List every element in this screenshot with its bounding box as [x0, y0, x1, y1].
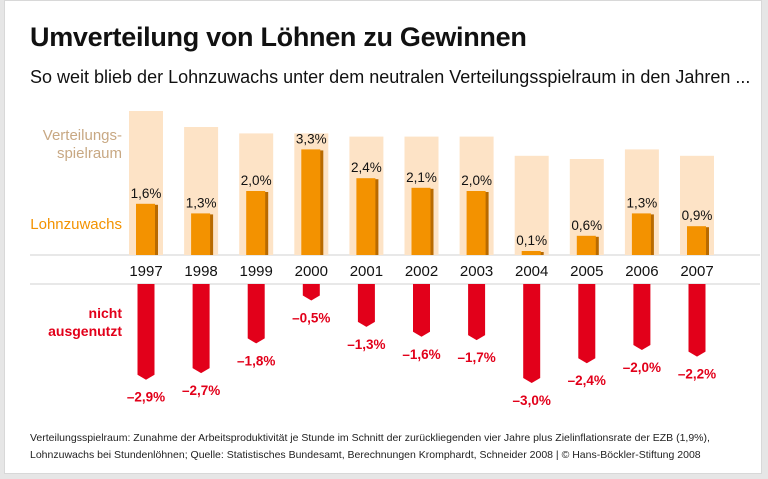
bar-lohnzuwachs	[356, 178, 376, 255]
footer-note: Verteilungsspielraum: Zunahme der Arbeit…	[30, 430, 710, 464]
legend-nicht-line1: nicht	[89, 305, 123, 321]
bar-spielraum	[514, 155, 549, 255]
bar-nicht-ausgenutzt	[302, 284, 320, 301]
chart-title: Umverteilung von Löhnen zu Gewinnen	[30, 22, 527, 52]
label-nicht-ausgenutzt: –2,7%	[182, 383, 220, 398]
label-nicht-ausgenutzt: –1,8%	[237, 353, 275, 368]
tick-label-year: 2004	[515, 263, 548, 280]
bar-nicht-ausgenutzt	[468, 284, 486, 341]
bar-lohnzuwachs	[136, 203, 155, 255]
label-lohnzuwachs: 1,3%	[186, 195, 217, 210]
legend-spielraum-line2: spielraum	[57, 145, 122, 162]
tick-label-year: 1998	[184, 263, 217, 280]
legend-lohnzuwachs: Lohnzuwachs	[30, 216, 122, 233]
tick-label-year: 1997	[129, 263, 162, 280]
label-lohnzuwachs: 0,6%	[571, 218, 602, 233]
legend-nicht-line2: ausgenutzt	[48, 323, 122, 339]
bar-lohnzuwachs	[246, 191, 266, 255]
label-lohnzuwachs: 0,9%	[682, 208, 713, 223]
label-lohnzuwachs: 2,0%	[461, 173, 492, 188]
tick-label-year: 2005	[570, 263, 603, 280]
label-lohnzuwachs: 2,0%	[241, 173, 272, 188]
bar-nicht-ausgenutzt	[413, 284, 430, 337]
tick-label-year: 2001	[350, 263, 383, 280]
footer-line-2: Lohnzuwachs bei Stundenlöhnen; Quelle: S…	[30, 449, 701, 461]
bar-nicht-ausgenutzt	[633, 284, 651, 350]
tick-label-year: 2007	[680, 263, 713, 280]
bar-nicht-ausgenutzt	[523, 284, 541, 383]
label-nicht-ausgenutzt: –1,3%	[347, 337, 385, 352]
bar-nicht-ausgenutzt	[137, 284, 155, 380]
chart-subtitle: So weit blieb der Lohnzuwachs unter dem …	[30, 67, 751, 87]
tick-label-year: 2000	[295, 263, 328, 280]
bar-lohnzuwachs	[411, 187, 431, 255]
label-nicht-ausgenutzt: –3,0%	[513, 393, 551, 408]
label-nicht-ausgenutzt: –1,7%	[457, 350, 495, 365]
label-lohnzuwachs: 3,3%	[296, 131, 327, 146]
tick-label-year: 1999	[240, 263, 273, 280]
label-nicht-ausgenutzt: –2,4%	[568, 373, 606, 388]
bar-nicht-ausgenutzt	[192, 284, 210, 374]
label-lohnzuwachs: 1,3%	[627, 195, 658, 210]
label-lohnzuwachs: 0,1%	[516, 233, 547, 248]
bar-nicht-ausgenutzt	[357, 284, 375, 327]
bar-lohnzuwachs	[687, 226, 706, 255]
bar-lohnzuwachs	[191, 213, 211, 255]
bar-lohnzuwachs	[576, 235, 596, 255]
tick-label-year: 2002	[405, 263, 438, 280]
legend-spielraum-line1: Verteilungs-	[43, 127, 122, 144]
bar-nicht-ausgenutzt	[247, 284, 265, 344]
footer-line-1: Verteilungsspielraum: Zunahme der Arbeit…	[30, 432, 710, 444]
label-nicht-ausgenutzt: –2,9%	[127, 390, 165, 405]
label-nicht-ausgenutzt: –1,6%	[402, 347, 440, 362]
bar-lohnzuwachs	[521, 251, 541, 255]
label-nicht-ausgenutzt: –0,5%	[292, 311, 330, 326]
bar-lohnzuwachs	[466, 191, 486, 255]
label-lohnzuwachs: 2,1%	[406, 170, 437, 185]
label-nicht-ausgenutzt: –2,0%	[623, 360, 661, 375]
bar-lohnzuwachs	[631, 213, 651, 255]
bar-nicht-ausgenutzt	[578, 284, 596, 364]
label-lohnzuwachs: 1,6%	[131, 186, 162, 201]
tick-label-year: 2003	[460, 263, 493, 280]
tick-label-year: 2006	[625, 263, 658, 280]
bar-nicht-ausgenutzt	[688, 284, 706, 357]
label-lohnzuwachs: 2,4%	[351, 160, 382, 175]
bar-lohnzuwachs	[301, 149, 321, 255]
label-nicht-ausgenutzt: –2,2%	[678, 367, 716, 382]
